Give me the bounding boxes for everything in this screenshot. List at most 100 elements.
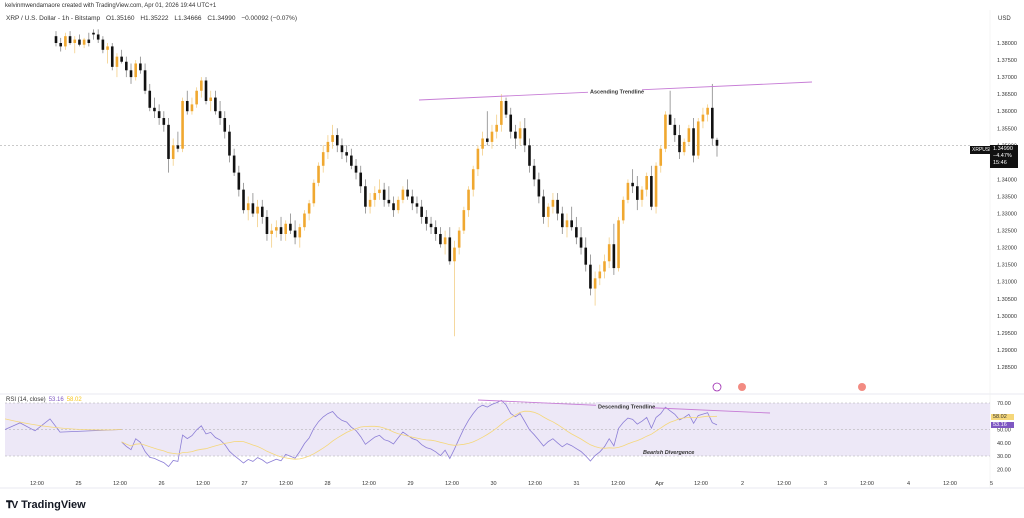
time-tick: 12:00 [694, 481, 708, 487]
candle-body [148, 90, 152, 108]
candle-body [396, 199, 400, 211]
candle-body [420, 206, 423, 217]
us-flag-event-icon [858, 383, 866, 391]
candle-body [485, 138, 489, 142]
time-tick: 3 [824, 481, 827, 487]
candle-body [303, 213, 306, 228]
candle-body [54, 36, 58, 43]
candle-body [289, 223, 292, 231]
candle-body [115, 56, 119, 67]
candle-body [307, 203, 311, 214]
candle-body [181, 100, 184, 149]
candle-body [317, 165, 320, 183]
price-tick: 1.36000 [997, 109, 1017, 115]
candle-body [251, 203, 255, 214]
candle-body [228, 131, 231, 156]
candle-body [331, 135, 334, 142]
candle-body [584, 247, 588, 265]
candle-body [551, 199, 555, 207]
time-tick: 30 [490, 481, 496, 487]
candle-body [565, 220, 569, 228]
ascending-trendline-label: Ascending Trendline [590, 90, 644, 96]
rsi-ma-line [4, 418, 122, 431]
rsi-line [4, 418, 122, 433]
candle-body [612, 244, 616, 269]
candle-body [214, 97, 217, 112]
dividend-event-icon [712, 382, 722, 392]
rsi-value-tag: 53.16 [991, 422, 1014, 428]
candle-body [284, 223, 288, 234]
symbol-price-tag: XRPUSD [970, 146, 995, 154]
candle-body [443, 237, 447, 245]
candle-body [270, 230, 273, 234]
price-tick: 1.30500 [997, 297, 1017, 303]
candle-body [425, 216, 428, 224]
candle-body [621, 199, 625, 221]
candle-body [59, 43, 62, 47]
candle-body [378, 189, 381, 194]
candle-body [500, 100, 503, 125]
candle-body [518, 128, 522, 139]
price-tick: 1.29500 [997, 331, 1017, 337]
rsi-ma-line [121, 410, 718, 460]
candle-body [106, 46, 109, 50]
candle-body [556, 199, 559, 214]
bar-countdown: 15:46 [993, 160, 1007, 166]
candle-body [429, 223, 433, 228]
currency-label[interactable]: USD [998, 16, 1011, 22]
rsi-value: 53.16 [48, 397, 64, 403]
time-tick: 27 [241, 481, 247, 487]
candle-body [462, 210, 466, 231]
candle-body [415, 203, 419, 207]
candle-body [64, 36, 67, 47]
candle-body [448, 237, 452, 262]
candle-body [139, 63, 142, 71]
candle-body [92, 32, 95, 35]
candle-body [711, 107, 714, 139]
symbol-name[interactable]: XRP / U.S. Dollar - 1h - Bitstamp [6, 15, 101, 22]
rsi-tick: 70.00 [997, 401, 1011, 407]
price-tick: 1.34000 [997, 177, 1017, 183]
candle-body [232, 155, 236, 173]
candle-body [406, 189, 409, 197]
candle-body [382, 189, 386, 200]
time-tick: 12:00 [279, 481, 293, 487]
candle-body [640, 189, 644, 200]
time-tick: 12:00 [528, 481, 542, 487]
candle-body [110, 46, 114, 67]
candle-body [617, 220, 620, 269]
rsi-ma-value: 58.02 [66, 397, 82, 403]
candle-body [73, 39, 77, 43]
candle-body [78, 39, 81, 45]
candle-body [218, 111, 222, 119]
time-tick: Apr [655, 481, 664, 487]
candle-body [387, 199, 391, 204]
candle-body [514, 131, 517, 139]
price-tick: 1.37500 [997, 58, 1017, 64]
candle-body [682, 141, 686, 153]
rsi-legend: RSI (14, close) 53.16 58.02 [6, 397, 82, 403]
candle-body [668, 114, 672, 125]
brand-name: TradingView [21, 499, 86, 511]
time-tick: 12:00 [860, 481, 874, 487]
candle-body [476, 148, 480, 170]
candle-body [687, 128, 691, 142]
candle-body [439, 233, 442, 245]
candle-body [260, 206, 264, 217]
candle-body [457, 230, 461, 248]
candle-body [129, 70, 133, 78]
candle-body [87, 39, 91, 43]
candle-body [593, 278, 597, 289]
time-tick: 28 [324, 481, 330, 487]
candle-body [636, 186, 639, 200]
candle-body [345, 152, 348, 156]
time-tick: 2 [741, 481, 744, 487]
candle-body [692, 128, 695, 156]
candle-body [401, 189, 405, 200]
candle-body [542, 196, 545, 217]
candle-body [237, 172, 241, 190]
rsi-label[interactable]: RSI (14, close) [6, 397, 46, 403]
candle-body [204, 80, 208, 101]
price-tick: 1.33500 [997, 194, 1017, 200]
